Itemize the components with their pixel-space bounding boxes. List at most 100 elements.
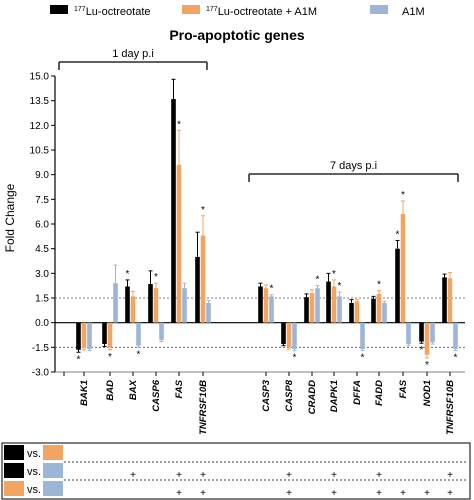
bar [200,235,206,323]
significance-plus: + [331,488,337,499]
day1-bracket-label: 1 day p.i [112,48,154,60]
significance-plus: + [400,488,406,499]
significance-plus: + [176,488,182,499]
gene-label: DFFA [352,380,363,405]
legend-label-a1m: A1M [402,6,425,18]
chart-title: Pro-apoptotic genes [169,27,305,43]
y-tick-label: 6.0 [35,220,49,231]
significance-plus: + [331,470,337,481]
significance-star: * [420,345,424,356]
y-tick-label: 3.0 [35,269,49,280]
bar [102,322,107,345]
significance-star: * [137,349,141,360]
gene-label: CASP8 [284,379,295,411]
comparison-table: vs. vs. + + + + + + + vs. + + + + + + + + [1,442,471,500]
significance-plus: + [376,470,382,481]
row-right-swatch [43,481,63,496]
significance-star: * [154,272,158,283]
bar [349,302,354,323]
bar [382,302,387,323]
gene-label: CRADD [307,380,318,414]
legend-label-lu: 177Lu-octreotate [74,6,151,18]
bar [263,288,269,323]
significance-plus: + [130,470,136,481]
y-tick-label: 1.5 [35,294,49,305]
significance-plus: + [447,488,453,499]
bar [107,322,113,348]
bar [159,322,164,340]
bar [292,322,297,349]
significance-plus: + [447,470,453,481]
significance-star: * [454,353,458,364]
bar [371,298,376,323]
bar [195,256,200,323]
bar [337,296,342,323]
y-tick-label: 0.0 [35,318,49,329]
significance-plus: + [176,470,182,481]
bar [182,288,187,323]
bar [171,99,176,323]
bar [304,297,309,323]
bar [376,293,382,323]
significance-plus: + [376,488,382,499]
bar [258,286,263,323]
row-vs-label: vs. [27,448,41,460]
row-left-swatch [4,445,24,460]
table-border [1,442,471,500]
significance-star: * [316,275,320,286]
bar [286,322,292,348]
significance-plus: + [200,470,206,481]
legend-swatch-lu-a1m [182,5,200,14]
y-tick-label: 13.5 [30,96,50,107]
bar [125,286,130,323]
bar [206,302,211,323]
plot-area: -3.0 -1.5 0.0 1.5 3.0 4.5 6.0 7.5 9.0 10.5 12.0 13.… [30,48,465,435]
significance-star: * [338,281,342,292]
gene-label: CASP6 [151,379,162,411]
y-axis-label: Fold Change [3,183,17,252]
bar [81,322,87,349]
y-tick-label: -3.0 [32,368,50,379]
bar [360,322,365,349]
bar [424,322,430,355]
row-vs-label: vs. [27,466,41,478]
bar [406,322,411,345]
bar [136,322,141,346]
row-left-swatch [4,463,24,478]
y-tick-label: 7.5 [35,195,49,206]
gene-label: FAS [174,379,185,398]
gene-label: FADD [374,380,385,406]
bar [326,281,331,323]
legend-swatch-lu [50,5,68,14]
significance-plus: + [286,488,292,499]
bar [76,322,81,350]
bar [419,322,424,342]
y-tick-label: 4.5 [35,244,49,255]
significance-plus: + [286,470,292,481]
significance-star: * [377,280,381,291]
significance-star: * [126,269,130,280]
bar [453,322,458,349]
row-vs-label: vs. [27,484,41,496]
gene-label: CASP3 [261,379,272,411]
gene-label: BAX [128,379,139,400]
bar [315,288,320,323]
bar [87,322,92,349]
significance-star: * [425,360,429,371]
significance-plus: + [200,488,206,499]
bar [395,248,400,323]
gene-label: NOD1 [422,380,433,406]
bar [447,278,453,323]
gene-label: TNFRSF10B [198,380,209,435]
significance-star: * [396,229,400,240]
bar [130,296,136,323]
row-left-swatch [4,481,24,496]
gene-label: TNFRSF10B [445,380,456,435]
significance-star: * [108,352,112,363]
bar [269,296,274,323]
y-tick-label: 15.0 [30,72,50,83]
bar [400,214,406,323]
significance-star: * [270,284,274,295]
y-tick-label: 10.5 [30,146,50,157]
